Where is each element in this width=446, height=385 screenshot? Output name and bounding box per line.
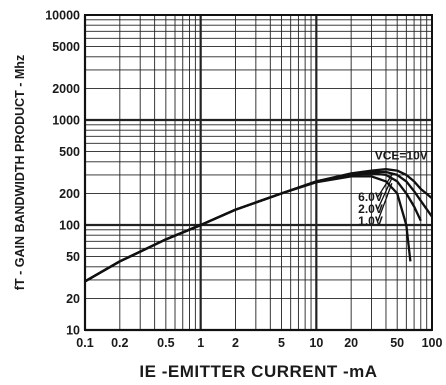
x-tick-label: 20 [344, 336, 358, 350]
y-tick-label: 10000 [45, 9, 80, 23]
x-tick-label: 0.2 [111, 336, 128, 350]
y-tick-label: 50 [66, 250, 80, 264]
x-axis-label: IE -EMITTER CURRENT -mA [139, 362, 377, 381]
y-tick-label: 10 [66, 324, 80, 338]
y-tick-label: 100 [59, 219, 80, 233]
y-tick-label: 20 [66, 292, 80, 306]
x-tick-label: 0.1 [76, 336, 93, 350]
x-tick-label: 5 [278, 336, 285, 350]
curve-leader [377, 182, 393, 222]
curve-labels: VCE=10V 6.0V2.0V1.0V [358, 149, 428, 228]
x-tick-label: 50 [390, 336, 404, 350]
tick-labels: 0.1 0.2 0.5 1 2 5 10 20 50 100 10 20 50 100 200 500 1000… [45, 9, 442, 351]
series-line [84, 175, 412, 283]
y-tick-label: 1000 [52, 114, 80, 128]
curve-leader [377, 177, 393, 210]
x-tick-label: 10 [309, 336, 323, 350]
curve-label: 2.0V [358, 202, 383, 216]
y-tick-label: 200 [59, 187, 80, 201]
curve-label: 6.0V [358, 190, 383, 204]
series-layer [84, 168, 433, 283]
x-tick-label: 1 [197, 336, 204, 350]
y-tick-label: 5000 [52, 40, 80, 54]
curve-leader [377, 174, 393, 198]
grid-minor [85, 15, 432, 330]
plot-frame [84, 14, 433, 331]
curve-label: VCE=10V [375, 149, 428, 163]
x-tick-label: 2 [232, 336, 239, 350]
y-axis-label: fT - GAIN BANDWIDTH PRODUCT - Mhz [13, 55, 27, 290]
y-tick-label: 2000 [52, 82, 80, 96]
y-tick-label: 500 [59, 145, 80, 159]
curve-label: 1.0V [358, 214, 383, 228]
x-tick-label: 100 [422, 336, 443, 350]
x-tick-label: 0.5 [157, 336, 174, 350]
